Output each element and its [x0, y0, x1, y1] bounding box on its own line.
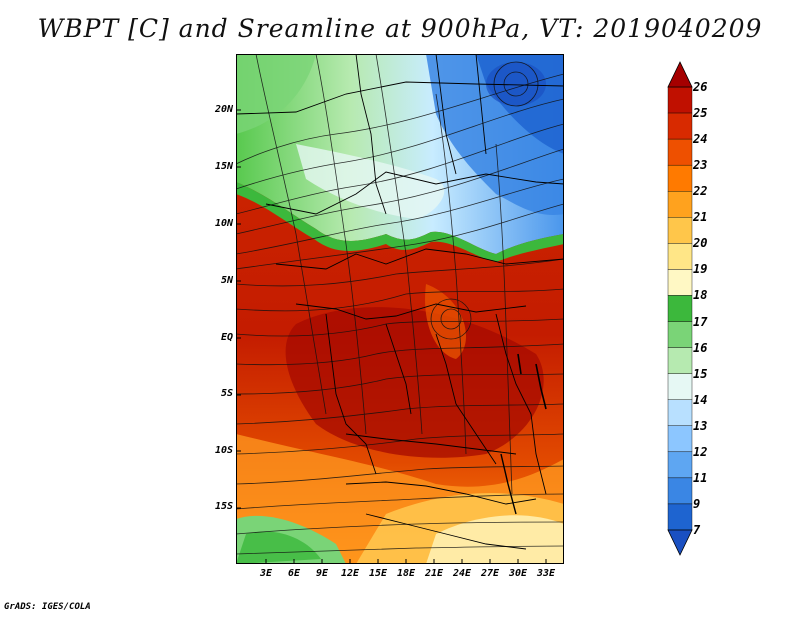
colorbar-segment [667, 399, 693, 426]
lon-label-12e: 12E [340, 568, 360, 579]
map-panel [236, 54, 564, 564]
colorbar-segment [667, 138, 693, 166]
colorbar-segment [667, 477, 693, 505]
colorbar-label: 24 [693, 132, 708, 147]
colorbar-label: 17 [693, 314, 708, 329]
lat-label-10n: 10N [214, 218, 233, 229]
borders [236, 54, 564, 550]
colorbar-label: 14 [693, 392, 708, 407]
lon-label-15e: 15E [368, 568, 388, 579]
chart-title: WBPT [C] and Sreamline at 900hPa, VT: 20… [37, 14, 763, 43]
colorbar-segment [667, 164, 693, 192]
lat-label-15s: 15S [214, 501, 233, 512]
colorbar-label: 26 [693, 80, 708, 94]
colorbar-segment [667, 191, 693, 218]
southwest-green-dark [236, 531, 321, 564]
colorbar-segment [667, 217, 693, 244]
lat-label-20n: 20N [214, 104, 233, 115]
lat-label-5n: 5N [220, 275, 233, 286]
colorbar-label: 18 [693, 288, 708, 303]
colorbar-segment [667, 425, 693, 453]
colorbar-segment [667, 112, 693, 140]
colorbar-label: 21 [693, 210, 708, 225]
lon-label-18e: 18E [396, 568, 416, 579]
colorbar-label: 15 [693, 366, 708, 381]
footer-credit: GrADS: IGES/COLA [4, 602, 91, 612]
colorbar-label: 12 [693, 444, 708, 459]
lon-label-30e: 30E [508, 568, 528, 579]
map-canvas [236, 54, 564, 564]
colorbar-label: 25 [693, 106, 708, 121]
lat-label-5s: 5S [220, 388, 233, 399]
colorbar-segment [667, 243, 693, 270]
green-band [236, 182, 564, 262]
colorbar-segment [667, 503, 693, 531]
hot-core [285, 307, 544, 458]
colorbar-segment [667, 269, 693, 296]
colorbar-segment [667, 86, 693, 114]
colorbar-label: 11 [693, 470, 708, 485]
lon-label-21e: 21E [424, 568, 444, 579]
colorbar-segment [667, 347, 693, 374]
colorbar-segment [667, 373, 693, 400]
colorbar-label: 16 [693, 340, 708, 355]
lon-label-6e: 6E [287, 568, 301, 579]
colorbar-label: 20 [693, 236, 708, 251]
colorbar-segment [667, 321, 693, 348]
north-pale-band [296, 144, 445, 219]
colorbar [667, 61, 693, 556]
streamlines [236, 54, 564, 555]
northwest-green [236, 54, 316, 134]
colorbar-segment [667, 451, 693, 479]
lon-label-24e: 24E [452, 568, 472, 579]
colorbar-label: 19 [693, 262, 708, 277]
colorbar-segment [667, 295, 693, 322]
lon-label-33e: 33E [536, 568, 556, 579]
colorbar-label: 7 [693, 523, 701, 537]
colorbar-label: 13 [693, 418, 708, 433]
lon-label-9e: 9E [315, 568, 329, 579]
map-frame [236, 54, 564, 564]
lat-label-eq: EQ [220, 332, 233, 343]
cyclone-core [486, 62, 546, 106]
colorbar-bottom-arrow [667, 529, 693, 556]
colorbar-top-arrow [667, 61, 693, 88]
colorbar-label: 22 [693, 184, 708, 199]
lat-label-10s: 10S [214, 445, 233, 456]
colorbar-label: 9 [693, 496, 701, 511]
colorbar-label: 23 [693, 158, 708, 173]
lat-label-15n: 15N [214, 161, 233, 172]
axis-ticks [236, 109, 547, 564]
lon-label-27e: 27E [480, 568, 500, 579]
south-pale [426, 515, 564, 564]
lon-label-3e: 3E [259, 568, 273, 579]
